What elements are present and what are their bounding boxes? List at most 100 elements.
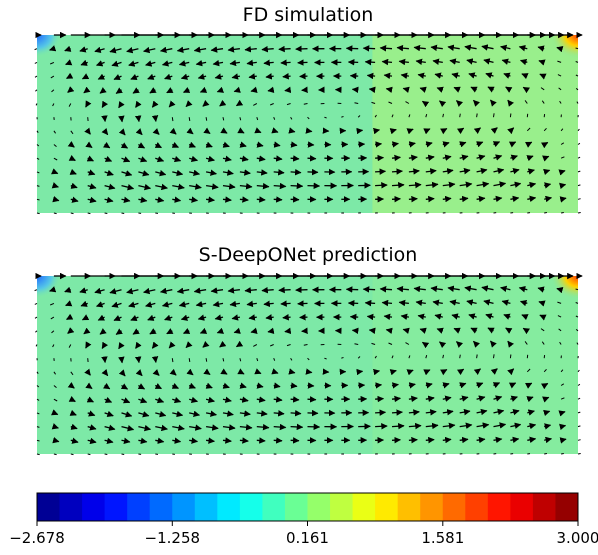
velocity-vector <box>233 86 241 93</box>
velocity-vector <box>199 327 208 334</box>
velocity-vector <box>301 327 308 335</box>
velocity-vector <box>375 168 387 175</box>
velocity-vector <box>35 89 38 92</box>
velocity-vector <box>417 313 426 320</box>
velocity-vector <box>483 58 494 65</box>
velocity-vector <box>290 116 293 120</box>
velocity-vector <box>440 128 448 135</box>
velocity-vector <box>383 313 393 321</box>
velocity-vector <box>113 315 122 321</box>
velocity-vector <box>425 382 433 389</box>
velocity-vector <box>222 155 232 162</box>
colorbar-level <box>510 493 534 521</box>
velocity-vector <box>51 330 55 334</box>
velocity-vector <box>324 357 327 360</box>
velocity-vector <box>51 182 59 189</box>
velocity-vector <box>398 299 409 307</box>
velocity-vector <box>453 327 461 334</box>
velocity-vector <box>137 383 146 390</box>
velocity-vector <box>34 289 38 292</box>
low-pressure-corner <box>37 35 61 57</box>
velocity-vector <box>155 169 167 177</box>
velocity-vector <box>518 286 528 293</box>
velocity-vector <box>456 368 465 376</box>
colorbar-level <box>239 493 263 521</box>
velocity-vector <box>143 287 156 295</box>
velocity-vector <box>524 341 528 345</box>
velocity-vector <box>447 44 460 52</box>
velocity-vector <box>128 301 139 308</box>
velocity-vector <box>68 395 76 403</box>
velocity-vector <box>65 59 73 66</box>
velocity-vector <box>219 99 227 107</box>
velocity-vector <box>50 316 55 320</box>
velocity-vector <box>408 114 411 118</box>
velocity-vector <box>86 396 94 403</box>
velocity-vector <box>459 382 467 389</box>
velocity-vector <box>137 142 146 149</box>
top-panel-title: FD simulation <box>242 4 374 26</box>
velocity-vector <box>180 73 190 80</box>
velocity-vector <box>103 382 111 390</box>
velocity-vector <box>415 58 426 66</box>
velocity-vector <box>229 59 240 67</box>
velocity-vector <box>453 86 461 93</box>
velocity-vector <box>442 181 456 189</box>
velocity-vector <box>172 410 184 418</box>
colorbar-tick-label: 0.161 <box>286 529 329 547</box>
velocity-vector <box>250 327 258 334</box>
velocity-vector <box>97 73 105 80</box>
velocity-vector <box>451 72 460 79</box>
velocity-vector <box>368 86 376 94</box>
colorbar-level <box>104 493 128 521</box>
velocity-vector <box>442 113 444 118</box>
velocity-vector <box>248 314 257 321</box>
velocity-vector <box>84 368 91 376</box>
velocity-vector <box>561 212 564 214</box>
velocity-vector <box>121 397 131 404</box>
velocity-vector <box>84 127 91 135</box>
velocity-vector <box>138 424 152 432</box>
velocity-vector <box>391 181 405 189</box>
velocity-vector <box>101 341 109 349</box>
velocity-vector <box>248 73 257 80</box>
velocity-vector <box>456 100 464 107</box>
colorbar-level <box>172 493 196 521</box>
velocity-vector <box>284 86 292 94</box>
velocity-vector <box>375 182 388 189</box>
velocity-vector <box>273 396 283 403</box>
velocity-vector <box>282 314 291 321</box>
velocity-vector <box>118 342 125 350</box>
velocity-vector <box>526 396 534 403</box>
velocity-vector <box>560 156 565 159</box>
colorbar-level <box>262 493 286 521</box>
velocity-vector <box>35 330 38 333</box>
velocity-vector <box>493 167 505 175</box>
velocity-vector <box>434 72 443 79</box>
velocity-vector <box>541 341 545 345</box>
velocity-vector <box>468 313 477 320</box>
velocity-vector <box>396 285 409 293</box>
velocity-vector <box>391 395 401 403</box>
velocity-vector <box>121 437 131 445</box>
velocity-vector <box>70 437 79 444</box>
velocity-vector <box>539 314 547 321</box>
velocity-vector <box>180 314 190 321</box>
velocity-vector <box>473 127 482 134</box>
velocity-vector <box>239 382 247 389</box>
velocity-vector <box>178 301 190 308</box>
velocity-vector <box>473 99 480 107</box>
colorbar-level <box>37 493 61 521</box>
velocity-vector <box>176 46 190 53</box>
velocity-vector <box>290 382 298 389</box>
velocity-vector <box>425 354 428 359</box>
velocity-vector <box>500 44 511 52</box>
velocity-vector <box>559 423 567 431</box>
velocity-vector <box>104 424 116 431</box>
velocity-vector <box>442 154 452 161</box>
velocity-vector <box>501 299 511 306</box>
velocity-vector <box>189 169 201 177</box>
velocity-vector <box>538 59 546 66</box>
velocity-vector <box>525 141 533 148</box>
velocity-vector <box>239 155 249 162</box>
